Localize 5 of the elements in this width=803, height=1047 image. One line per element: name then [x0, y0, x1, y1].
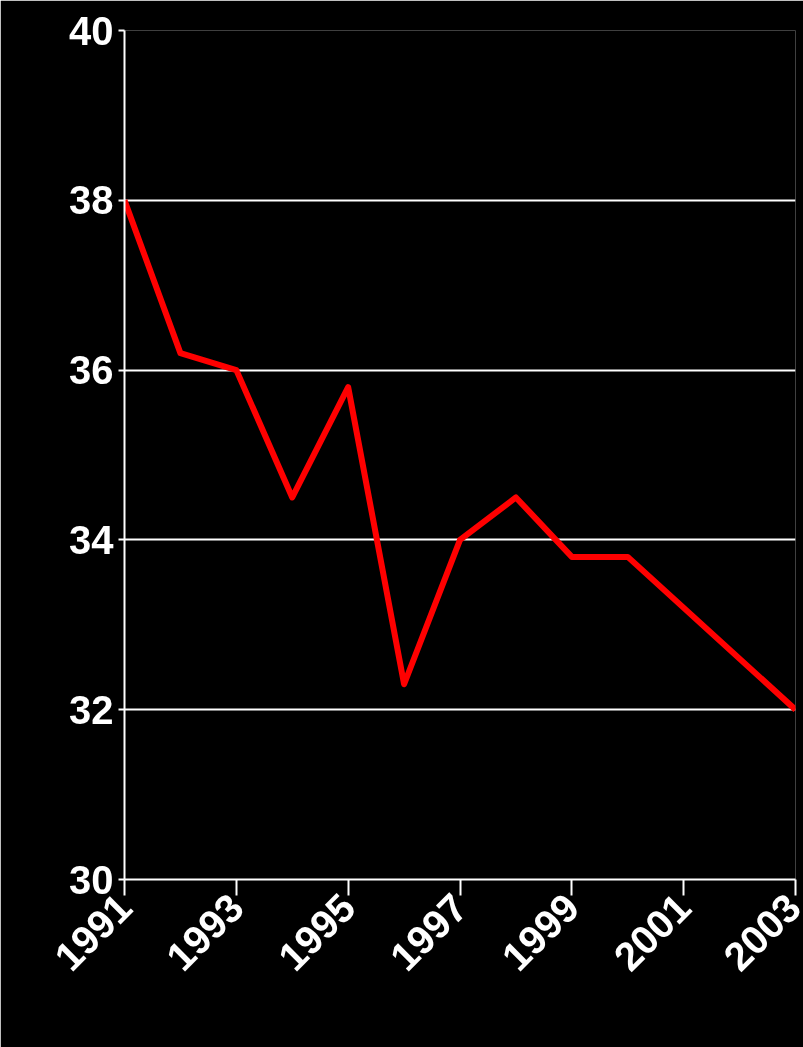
y-tick-label: 36	[69, 348, 114, 393]
y-tick-label: 32	[69, 687, 114, 732]
y-tick-label: 38	[69, 178, 114, 223]
y-tick-label: 34	[69, 517, 115, 562]
y-tick-label: 40	[69, 8, 114, 53]
